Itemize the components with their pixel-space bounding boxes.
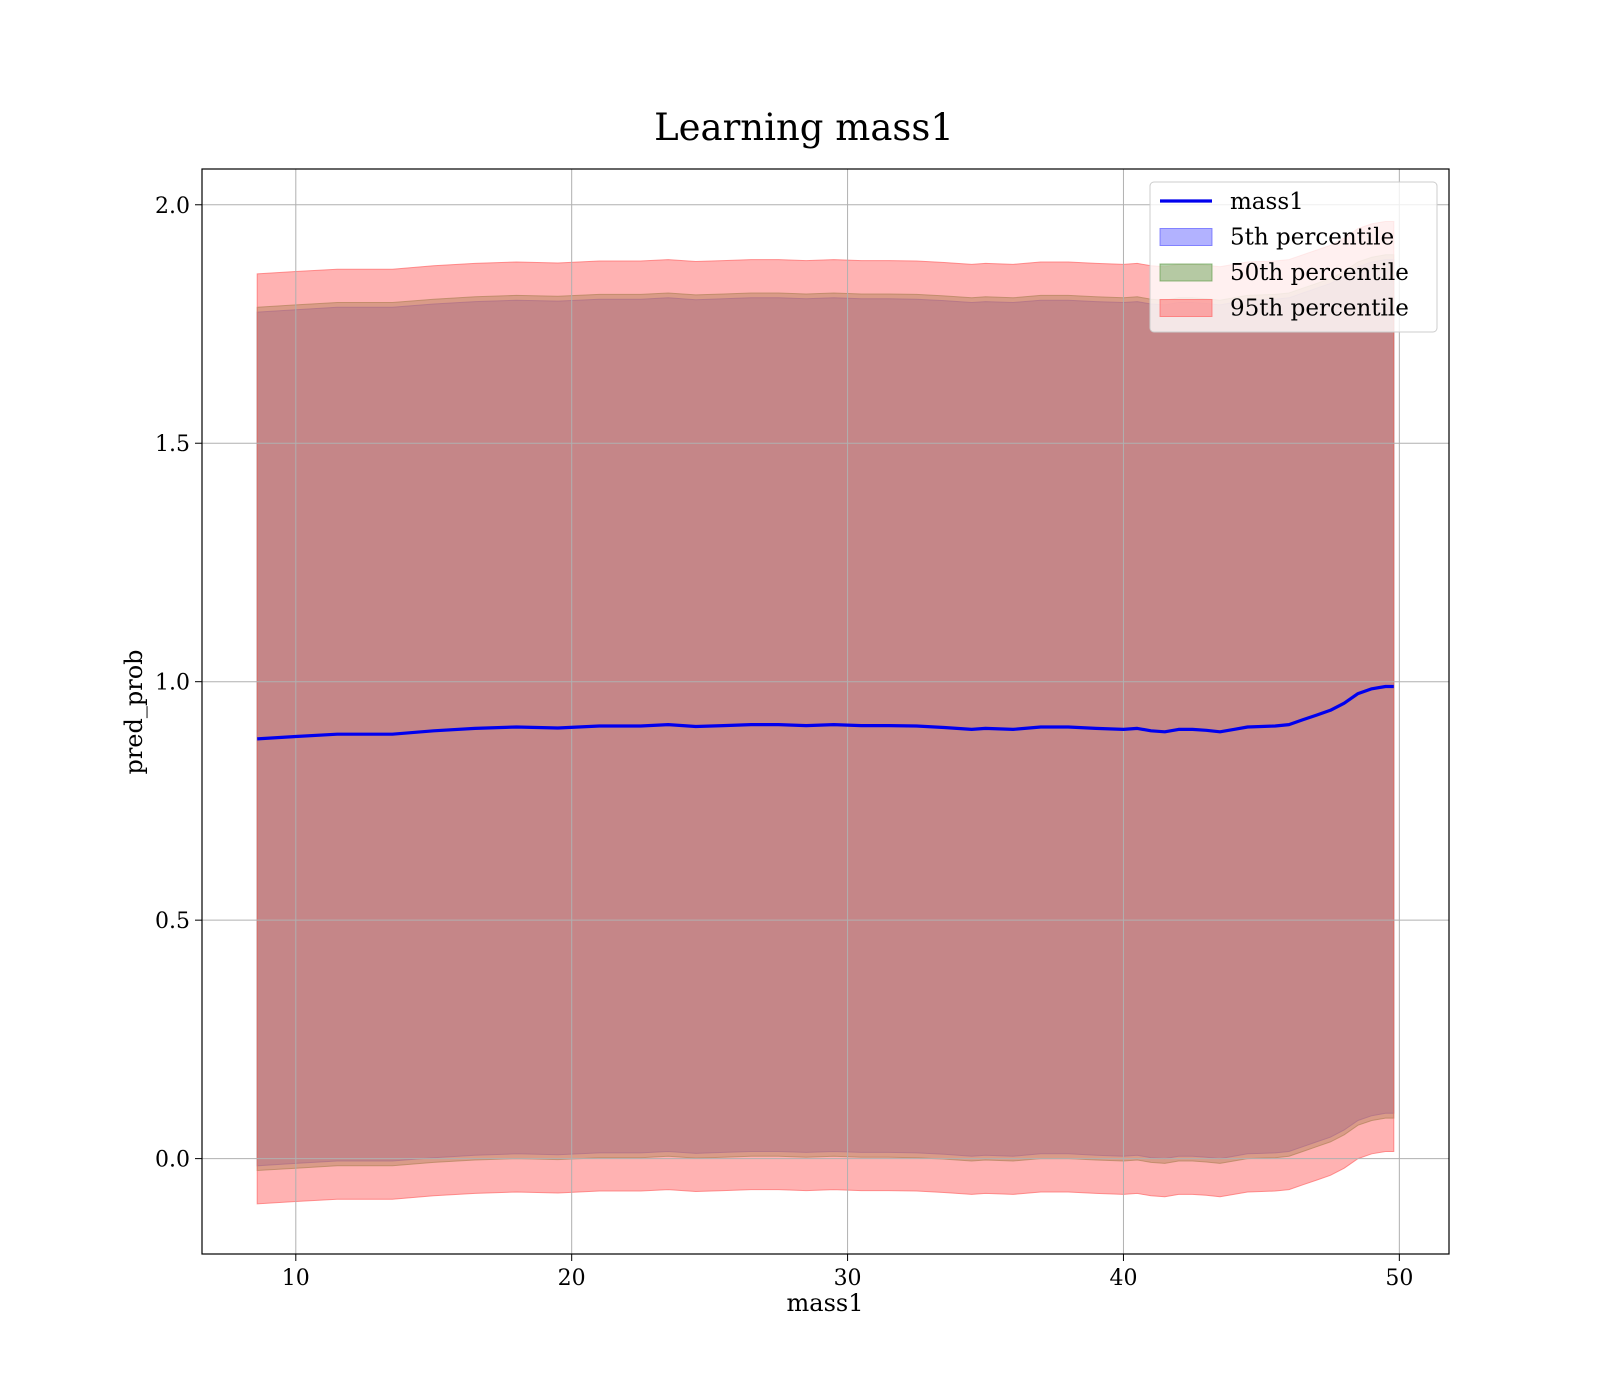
legend-label-95th-percentile: 95th percentile	[1230, 296, 1409, 322]
legend-swatch-95th-percentile	[1159, 299, 1213, 317]
y-tick-label: 0.5	[155, 909, 190, 934]
legend-label-50th-percentile: 50th percentile	[1230, 260, 1409, 286]
percentile-bands	[256, 221, 1395, 1205]
y-tick-label: 1.5	[155, 432, 190, 457]
x-tick-label: 40	[1109, 1266, 1137, 1291]
x-tick-label: 20	[558, 1266, 586, 1291]
series-line-mass1	[257, 684, 1394, 741]
legend-swatch-50th-percentile	[1159, 263, 1213, 282]
legend: mass1 5th percentile 50th percentile 95th p…	[1149, 181, 1438, 333]
grid-lines	[202, 169, 1449, 1254]
legend-label-mass1: mass1	[1230, 189, 1304, 215]
legend-label-5th-percentile: 5th percentile	[1230, 225, 1394, 251]
y-tick-label: 0.0	[155, 1148, 190, 1173]
y-axis: 0.0 0.5 1.0 1.5 2.0	[155, 194, 202, 1173]
y-tick-label: 1.0	[155, 671, 190, 696]
plot-frame	[201, 168, 1450, 1255]
y-axis-label: pred_prob	[120, 649, 148, 774]
x-axis: 10 20 30 40 50	[282, 1254, 1413, 1291]
legend-box	[1149, 181, 1438, 333]
y-tick-label: 2.0	[155, 194, 190, 219]
band-95th-percentile	[256, 221, 1395, 1205]
series-lines	[257, 684, 1394, 741]
plot-area	[201, 168, 1450, 1255]
x-tick-label: 30	[834, 1266, 862, 1291]
x-tick-label: 10	[282, 1266, 310, 1291]
chart-title: Learning mass1	[654, 106, 954, 149]
x-axis-label: mass1	[787, 1289, 864, 1317]
x-tick-label: 50	[1385, 1266, 1413, 1291]
legend-swatch-5th-percentile	[1159, 228, 1213, 246]
